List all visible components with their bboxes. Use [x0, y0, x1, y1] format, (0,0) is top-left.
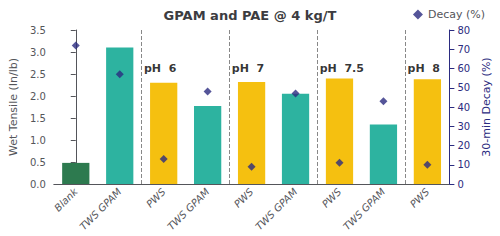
svg-text:TWS GPAM: TWS GPAM: [341, 186, 387, 232]
svg-text:TWS GPAM: TWS GPAM: [253, 186, 299, 232]
svg-text:pH 8: pH 8: [408, 62, 440, 75]
svg-text:50: 50: [457, 82, 470, 93]
svg-text:PWS: PWS: [320, 186, 344, 210]
svg-text:TWS GPAM: TWS GPAM: [78, 186, 124, 232]
svg-text:0.0: 0.0: [30, 179, 46, 190]
svg-text:pH 7: pH 7: [232, 62, 264, 75]
svg-text:1.0: 1.0: [30, 135, 46, 146]
svg-text:PWS: PWS: [408, 186, 432, 210]
svg-text:0.5: 0.5: [30, 157, 46, 168]
svg-text:40: 40: [457, 102, 470, 113]
svg-text:PWS: PWS: [144, 186, 168, 210]
svg-text:0: 0: [457, 179, 463, 190]
svg-text:80: 80: [457, 25, 470, 36]
svg-text:3.5: 3.5: [30, 25, 46, 36]
svg-text:70: 70: [457, 44, 470, 55]
svg-text:60: 60: [457, 63, 470, 74]
svg-text:3.0: 3.0: [30, 47, 46, 58]
svg-text:pH 7.5: pH 7.5: [320, 62, 364, 75]
svg-text:pH 6: pH 6: [144, 62, 177, 75]
svg-text:PWS: PWS: [232, 186, 256, 210]
svg-text:GPAM and PAE @ 4 kg/T: GPAM and PAE @ 4 kg/T: [164, 8, 337, 23]
svg-text:2.0: 2.0: [30, 91, 46, 102]
svg-text:Blank: Blank: [52, 185, 80, 213]
svg-text:10: 10: [457, 159, 470, 170]
svg-text:2.5: 2.5: [30, 69, 46, 80]
svg-text:TWS GPAM: TWS GPAM: [165, 186, 211, 232]
svg-text:30: 30: [457, 121, 470, 132]
svg-text:1.5: 1.5: [30, 113, 46, 124]
svg-text:30-min Decay (%): 30-min Decay (%): [480, 57, 493, 156]
svg-text:Decay (%): Decay (%): [428, 8, 485, 21]
svg-text:Wet Tensile (In/lb): Wet Tensile (In/lb): [7, 58, 20, 156]
svg-text:20: 20: [457, 140, 470, 151]
